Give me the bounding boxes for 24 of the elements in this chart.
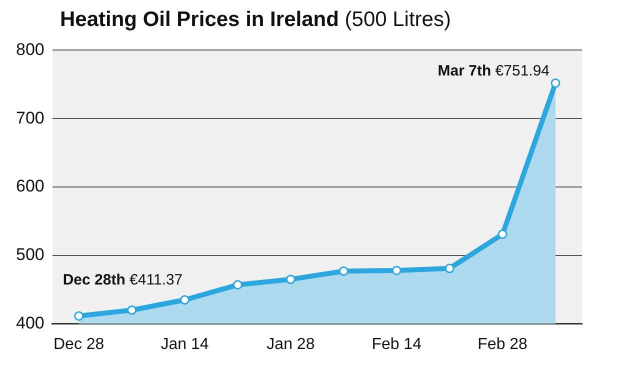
y-tick-label: 700 <box>16 108 44 128</box>
point <box>286 274 296 284</box>
point <box>180 295 190 305</box>
y-tick-label: 600 <box>16 176 44 196</box>
x-tick-label: Dec 28 <box>53 336 104 353</box>
point <box>232 280 242 290</box>
chart-title: Heating Oil Prices in Ireland <box>60 8 339 31</box>
point <box>74 311 84 321</box>
point <box>127 305 137 315</box>
x-tick-label: Jan 14 <box>160 336 209 353</box>
data-label: Dec 28th €411.37 <box>62 272 183 289</box>
point <box>338 266 348 276</box>
point <box>392 266 402 276</box>
point <box>498 229 508 239</box>
x-tick-label: Feb 28 <box>478 336 528 353</box>
point <box>550 78 560 88</box>
y-tick-label: 400 <box>16 313 44 332</box>
y-tick-label: 500 <box>16 245 44 264</box>
chart-subtitle: (500 Litres) <box>344 8 451 31</box>
data-label: Mar 7th €751.94 <box>438 62 550 80</box>
y-tick-label: 800 <box>16 40 44 59</box>
x-tick-label: Feb 14 <box>372 336 422 353</box>
point <box>444 264 454 274</box>
x-tick-label: Jan 28 <box>266 336 315 353</box>
